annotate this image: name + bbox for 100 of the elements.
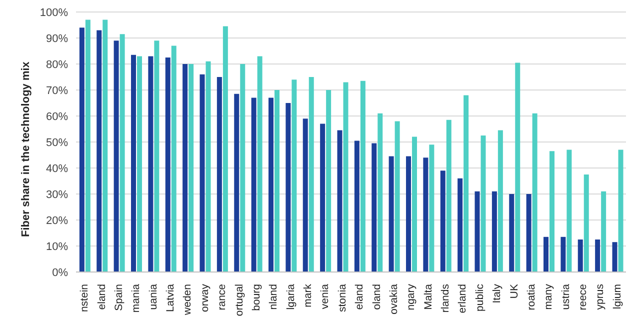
x-tick-label: nstein bbox=[78, 284, 91, 312]
bar bbox=[612, 242, 618, 272]
bar bbox=[464, 95, 469, 272]
x-tick-label: UK bbox=[508, 284, 520, 299]
x-tick-label: mark bbox=[302, 283, 314, 308]
x-tick-label: oland bbox=[370, 284, 383, 310]
y-tick-label: 40% bbox=[46, 162, 68, 175]
y-tick-label: 60% bbox=[46, 110, 68, 123]
bar bbox=[429, 144, 434, 272]
bar bbox=[320, 124, 326, 272]
bar bbox=[343, 82, 348, 272]
x-tick-label: orway bbox=[198, 283, 211, 312]
x-tick-label: ustria bbox=[560, 284, 572, 310]
bar bbox=[302, 118, 308, 272]
bar bbox=[560, 236, 566, 272]
bar bbox=[509, 194, 514, 272]
bar bbox=[131, 54, 136, 272]
bar bbox=[308, 77, 314, 272]
x-tick-label: Spain bbox=[112, 284, 125, 311]
x-tick-label: mania bbox=[130, 284, 142, 313]
x-tick-label: eland bbox=[354, 284, 366, 310]
x-tick-label: rlands bbox=[440, 284, 452, 313]
bar bbox=[595, 240, 600, 272]
bar bbox=[458, 178, 463, 272]
bar bbox=[618, 150, 624, 272]
bar bbox=[240, 64, 246, 272]
x-tick-label: reece bbox=[577, 284, 590, 310]
bar bbox=[584, 174, 589, 272]
bar bbox=[206, 61, 211, 272]
bar bbox=[378, 113, 383, 272]
bar bbox=[566, 150, 572, 272]
bar bbox=[274, 90, 280, 272]
y-tick-label: 90% bbox=[46, 32, 68, 45]
y-tick-label: 100% bbox=[40, 6, 68, 19]
bar bbox=[480, 136, 486, 272]
bar bbox=[85, 20, 90, 272]
bar bbox=[388, 156, 394, 272]
bar bbox=[544, 236, 548, 272]
x-tick-label: Malta bbox=[422, 284, 434, 310]
bar bbox=[234, 94, 240, 272]
bar bbox=[326, 90, 332, 272]
bar bbox=[137, 56, 142, 272]
bar bbox=[360, 80, 366, 272]
y-axis-title: Fiber share in the technology mix bbox=[20, 60, 32, 237]
bar bbox=[550, 151, 554, 272]
bar bbox=[200, 74, 205, 272]
bar bbox=[601, 191, 606, 272]
x-tick-label: Italy bbox=[491, 283, 504, 304]
bar bbox=[182, 64, 188, 272]
x-tick-label: ortugal bbox=[233, 284, 246, 316]
x-tick-label: ovakia bbox=[388, 284, 400, 314]
y-tick-label: 70% bbox=[46, 84, 68, 97]
bar bbox=[251, 98, 256, 272]
bar bbox=[406, 156, 411, 272]
bar bbox=[292, 80, 297, 272]
x-tick-label: yprus bbox=[594, 284, 606, 310]
x-tick-label: Latvia bbox=[164, 284, 177, 312]
bar bbox=[257, 56, 262, 272]
x-tick-label: bourg bbox=[250, 284, 262, 311]
bar bbox=[515, 62, 520, 272]
x-tick-label: many bbox=[542, 283, 555, 310]
bar bbox=[532, 113, 538, 272]
y-tick-label: 10% bbox=[46, 240, 68, 253]
x-tick-label: ngary bbox=[405, 283, 418, 310]
bar bbox=[354, 140, 360, 272]
bar bbox=[578, 240, 583, 272]
x-tick-label: uania bbox=[147, 284, 160, 310]
bar bbox=[188, 64, 194, 272]
bar bbox=[165, 58, 170, 272]
bar bbox=[268, 98, 274, 272]
bar bbox=[446, 120, 452, 272]
bar bbox=[148, 56, 154, 272]
bar bbox=[154, 40, 160, 272]
x-tick-label: nland bbox=[268, 284, 280, 310]
bar bbox=[498, 130, 503, 272]
x-tick-label: venia bbox=[319, 284, 332, 310]
bar bbox=[372, 143, 377, 272]
bar bbox=[96, 30, 102, 272]
bar bbox=[474, 191, 480, 272]
x-tick-label: erland bbox=[456, 284, 469, 314]
bar bbox=[222, 26, 228, 272]
x-tick-label: lgium bbox=[611, 284, 624, 310]
x-tick-label: eland bbox=[96, 284, 108, 310]
bar bbox=[492, 191, 497, 272]
x-tick-label: weden bbox=[182, 284, 194, 316]
x-tick-label: rance bbox=[216, 284, 228, 310]
x-tick-label: stonia bbox=[336, 284, 348, 312]
y-tick-label: 0% bbox=[52, 266, 68, 279]
bar bbox=[171, 46, 176, 272]
x-tick-label: roatia bbox=[525, 284, 538, 310]
bar bbox=[216, 77, 222, 272]
x-tick-label: lgaria bbox=[284, 284, 297, 310]
bar bbox=[286, 103, 291, 272]
bar bbox=[114, 40, 119, 272]
bar bbox=[79, 28, 84, 272]
y-tick-label: 80% bbox=[46, 58, 68, 71]
bar bbox=[440, 170, 446, 272]
x-tick-label: public bbox=[474, 284, 486, 312]
y-tick-label: 50% bbox=[46, 136, 68, 149]
y-tick-label: 30% bbox=[46, 188, 68, 201]
